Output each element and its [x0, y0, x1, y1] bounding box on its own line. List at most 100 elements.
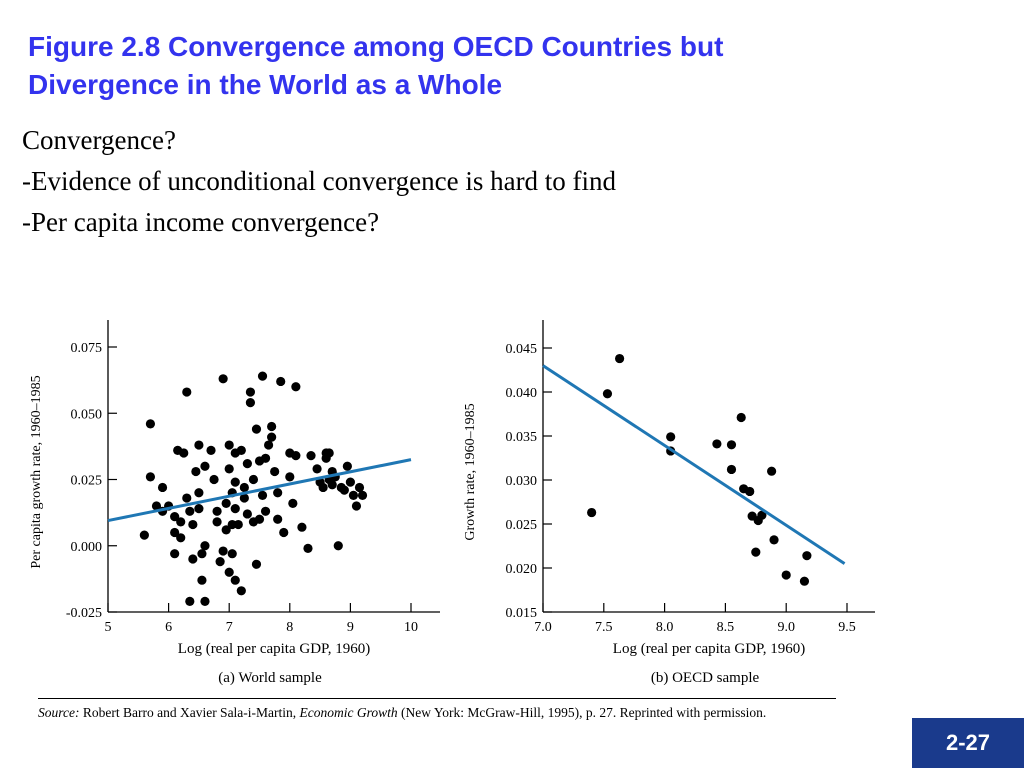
- oecd-x-axis-label: Log (real per capita GDP, 1960): [613, 641, 805, 657]
- world-data-point: [279, 527, 289, 538]
- oecd-data-point: [769, 535, 779, 545]
- world-data-point: [285, 472, 295, 482]
- world-data-point: [251, 424, 262, 434]
- world-x-tick-label: 8: [286, 620, 293, 635]
- world-data-point: [182, 493, 192, 503]
- oecd-data-point: [781, 570, 791, 580]
- world-data-point: [200, 596, 210, 607]
- oecd-data-point: [757, 510, 767, 520]
- world-data-point: [242, 459, 252, 469]
- source-label: Source:: [38, 705, 80, 720]
- source-divider: [38, 698, 836, 699]
- world-y-tick-label: 0.000: [71, 540, 103, 555]
- world-y-tick-label: 0.050: [71, 407, 103, 422]
- oecd-x-tick-label: 8.0: [656, 620, 674, 635]
- world-data-point: [194, 504, 204, 514]
- source-authors: Robert Barro and Xavier Sala-i-Martin,: [79, 705, 300, 720]
- world-data-point: [333, 541, 343, 551]
- oecd-y-tick-label: 0.035: [506, 430, 538, 445]
- oecd-data-point: [587, 507, 597, 518]
- oecd-data-point: [736, 412, 746, 423]
- world-data-point: [139, 530, 149, 540]
- oecd-x-tick-label: 7.0: [534, 620, 552, 635]
- world-data-point: [221, 498, 231, 508]
- world-data-point: [276, 376, 286, 387]
- world-data-point: [345, 477, 355, 487]
- world-data-point: [157, 482, 168, 493]
- slide-title-line-1: Figure 2.8 Convergence among OECD Countr…: [28, 31, 724, 62]
- world-data-point: [212, 517, 222, 527]
- world-data-point: [257, 490, 268, 500]
- world-data-point: [357, 490, 368, 500]
- world-data-point: [239, 482, 249, 493]
- world-data-point: [188, 519, 198, 530]
- world-data-point: [242, 509, 252, 519]
- world-data-point: [351, 501, 362, 511]
- world-data-point: [267, 432, 277, 442]
- oecd-data-point: [802, 551, 812, 561]
- world-data-point: [145, 419, 156, 429]
- world-x-tick-label: 6: [165, 620, 172, 635]
- world-data-point: [260, 453, 271, 463]
- world-data-point: [218, 374, 228, 384]
- oecd-y-tick-label: 0.045: [506, 342, 538, 357]
- bullet-item: -Evidence of unconditional convergence i…: [22, 166, 617, 196]
- world-data-point: [194, 488, 204, 498]
- bullet-item: -Per capita income convergence?: [22, 207, 380, 237]
- world-data-point: [224, 567, 234, 577]
- oecd-data-point: [745, 486, 755, 497]
- world-data-point: [145, 472, 156, 482]
- world-data-point: [185, 506, 195, 516]
- world-data-point: [273, 514, 283, 524]
- world-data-point: [291, 451, 301, 461]
- world-data-point: [303, 543, 313, 554]
- page-number: 2-27: [945, 730, 991, 755]
- world-data-point: [230, 575, 240, 585]
- world-data-point: [221, 525, 231, 535]
- world-data-point: [254, 514, 265, 524]
- world-y-tick-label: -0.025: [66, 606, 102, 621]
- oecd-data-point: [726, 440, 737, 450]
- world-y-tick-label: 0.075: [71, 341, 103, 356]
- world-data-point: [260, 506, 271, 516]
- bullet-list: Convergence? -Evidence of unconditional …: [22, 120, 616, 243]
- world-data-point: [312, 464, 322, 474]
- world-data-point: [306, 451, 316, 461]
- world-data-point: [170, 549, 180, 559]
- world-data-point: [224, 440, 234, 450]
- world-data-point: [288, 498, 298, 508]
- world-data-point: [179, 448, 189, 458]
- world-data-point: [327, 480, 337, 490]
- world-data-point: [318, 482, 328, 493]
- oecd-y-tick-label: 0.025: [506, 518, 538, 533]
- oecd-x-tick-label: 8.5: [717, 620, 735, 635]
- oecd-data-point: [712, 439, 722, 449]
- page-number-badge: 2-27: [912, 718, 1024, 768]
- oecd-x-tick-label: 9.5: [838, 620, 856, 635]
- oecd-data-point: [751, 547, 761, 557]
- oecd-fit-line: [542, 364, 846, 565]
- bullet-item: Convergence?: [22, 125, 176, 155]
- world-data-point: [200, 461, 210, 471]
- world-data-point: [176, 533, 186, 543]
- world-data-point: [188, 554, 198, 564]
- oecd-data-point: [799, 576, 810, 586]
- world-fit-line: [107, 458, 412, 523]
- oecd-chart-caption: (b) OECD sample: [651, 670, 760, 686]
- world-data-point: [218, 546, 228, 556]
- world-data-point: [239, 493, 249, 503]
- world-chart-caption: (a) World sample: [218, 670, 322, 686]
- world-data-point: [245, 398, 256, 408]
- world-data-point: [236, 586, 246, 596]
- world-data-point: [176, 517, 186, 527]
- oecd-data-point: [615, 353, 625, 364]
- source-book-title: Economic Growth: [299, 705, 398, 720]
- world-data-point: [206, 445, 216, 455]
- world-data-point: [230, 504, 240, 514]
- world-y-tick-label: 0.025: [71, 474, 103, 489]
- slide-title: Figure 2.8 Convergence among OECD Countr…: [28, 28, 928, 104]
- world-data-point: [273, 488, 283, 498]
- oecd-data-point: [666, 432, 676, 442]
- oecd-y-axis-label: Growth rate, 1960–1985: [463, 403, 478, 540]
- oecd-y-tick-label: 0.015: [506, 606, 538, 621]
